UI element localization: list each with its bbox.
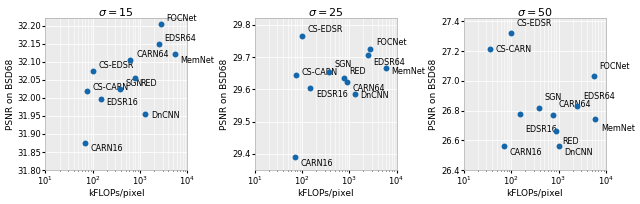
Y-axis label: PSNR on BSD68: PSNR on BSD68 xyxy=(429,59,438,130)
Point xyxy=(590,117,600,120)
Text: SGN: SGN xyxy=(125,79,143,88)
Text: CS-CARN: CS-CARN xyxy=(495,45,531,54)
X-axis label: kFLOPs/pixel: kFLOPs/pixel xyxy=(506,190,563,198)
Title: $\sigma = 50$: $\sigma = 50$ xyxy=(517,6,553,18)
Point xyxy=(156,22,166,25)
Text: RED: RED xyxy=(349,67,366,75)
Text: EDSR16: EDSR16 xyxy=(316,90,348,99)
Text: CS-CARN: CS-CARN xyxy=(301,68,338,77)
Text: EDSR64: EDSR64 xyxy=(583,92,614,101)
Point xyxy=(339,76,349,79)
Point xyxy=(305,86,316,89)
Point xyxy=(154,42,164,45)
Point xyxy=(96,97,106,100)
Point xyxy=(484,47,495,50)
X-axis label: kFLOPs/pixel: kFLOPs/pixel xyxy=(297,190,354,198)
Text: CARN16: CARN16 xyxy=(91,144,124,153)
Point xyxy=(324,70,335,73)
Text: FOCNet: FOCNet xyxy=(376,38,406,47)
Point xyxy=(506,32,516,35)
Y-axis label: PSNR on BSD68: PSNR on BSD68 xyxy=(6,59,15,130)
Text: FOCNet: FOCNet xyxy=(599,62,630,71)
Point xyxy=(554,144,564,147)
Text: MemNet: MemNet xyxy=(601,124,635,133)
Text: CS-EDSR: CS-EDSR xyxy=(98,61,134,70)
Point xyxy=(588,75,598,78)
Text: CS-EDSR: CS-EDSR xyxy=(516,19,552,28)
Text: MemNet: MemNet xyxy=(180,55,214,65)
Point xyxy=(289,156,300,159)
Y-axis label: PSNR on BSD68: PSNR on BSD68 xyxy=(220,59,229,130)
Text: CARN64: CARN64 xyxy=(353,84,385,93)
X-axis label: kFLOPs/pixel: kFLOPs/pixel xyxy=(88,190,145,198)
Point xyxy=(515,113,525,116)
Point xyxy=(365,47,376,51)
Point xyxy=(291,73,301,76)
Text: RED: RED xyxy=(562,137,579,146)
Text: CS-EDSR: CS-EDSR xyxy=(307,25,343,34)
Text: CS-CARN: CS-CARN xyxy=(92,83,129,92)
Text: FOCNet: FOCNet xyxy=(166,14,197,23)
Point xyxy=(170,53,180,56)
Text: CARN16: CARN16 xyxy=(300,159,333,169)
Point xyxy=(572,104,582,108)
Title: $\sigma = 25$: $\sigma = 25$ xyxy=(308,6,344,18)
Point xyxy=(551,130,561,133)
Point xyxy=(342,81,352,84)
Text: EDSR64: EDSR64 xyxy=(164,33,196,42)
Text: EDSR16: EDSR16 xyxy=(525,125,557,134)
Point xyxy=(349,93,360,96)
Point xyxy=(534,106,544,109)
Text: CARN16: CARN16 xyxy=(509,148,542,157)
Point xyxy=(363,54,373,57)
Text: EDSR16: EDSR16 xyxy=(106,99,138,108)
Text: DnCNN: DnCNN xyxy=(151,111,179,120)
Point xyxy=(381,67,391,70)
Point xyxy=(82,89,92,92)
Title: $\sigma = 15$: $\sigma = 15$ xyxy=(99,6,134,18)
Point xyxy=(115,87,125,90)
Text: DnCNN: DnCNN xyxy=(564,148,593,157)
Point xyxy=(130,76,140,80)
Point xyxy=(499,144,509,147)
Point xyxy=(140,112,150,116)
Text: SGN: SGN xyxy=(335,60,352,69)
Point xyxy=(548,113,559,117)
Point xyxy=(88,69,98,72)
Text: SGN: SGN xyxy=(544,93,561,102)
Text: RED: RED xyxy=(140,79,157,88)
Text: MemNet: MemNet xyxy=(392,67,426,76)
Text: CARN64: CARN64 xyxy=(559,101,591,110)
Point xyxy=(297,34,307,38)
Text: CARN64: CARN64 xyxy=(136,50,168,59)
Point xyxy=(125,58,136,62)
Point xyxy=(80,141,90,145)
Text: EDSR64: EDSR64 xyxy=(374,58,405,67)
Text: DnCNN: DnCNN xyxy=(360,91,388,100)
